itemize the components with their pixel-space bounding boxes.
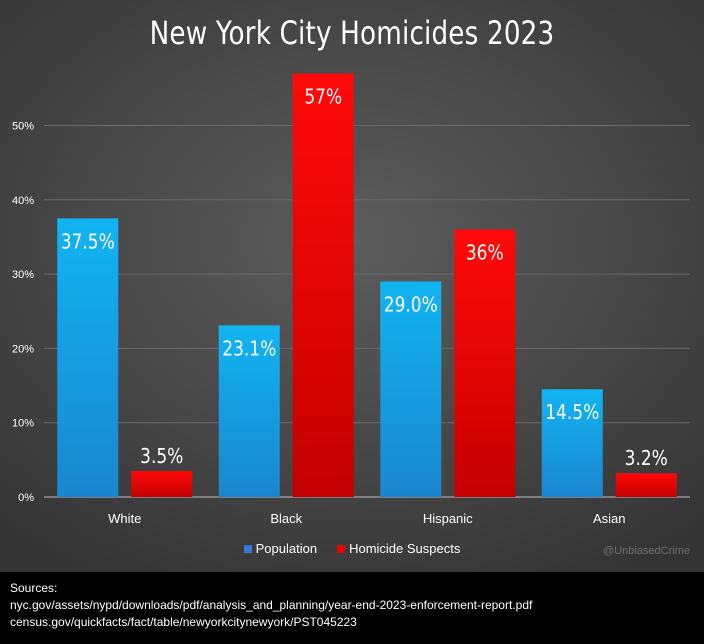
bar-homicide-suspects-white[interactable] xyxy=(131,470,193,497)
legend-item-homicide-suspects[interactable]: Homicide Suspects xyxy=(337,541,460,556)
data-label: 23.1% xyxy=(222,338,276,361)
data-label: 36% xyxy=(466,242,504,265)
y-tick-label: 40% xyxy=(12,195,34,207)
data-label: 37.5% xyxy=(61,231,115,254)
watermark: @UnbiasedCrime xyxy=(603,545,690,557)
data-label: 3.5% xyxy=(140,446,183,469)
legend-label-population: Population xyxy=(255,541,318,556)
bar-chart: 0% 10% 20% 30% 40% 50% 37.5% 3.5% White 23.1% 57% B… xyxy=(12,73,690,526)
chart-title: New York City Homicides 2023 xyxy=(149,14,555,52)
y-tick-label: 50% xyxy=(12,121,34,133)
data-label: 14.5% xyxy=(545,402,599,425)
x-tick-label: White xyxy=(108,511,141,526)
data-label: 57% xyxy=(304,86,342,109)
legend-swatch-population xyxy=(243,544,252,553)
x-tick-label: Hispanic xyxy=(423,511,473,526)
legend-item-population[interactable]: Population xyxy=(243,541,318,556)
y-tick-label: 10% xyxy=(12,418,34,430)
y-tick-label: 20% xyxy=(12,343,34,355)
sources-heading: Sources: xyxy=(10,581,58,595)
data-label: 3.2% xyxy=(625,448,668,471)
y-tick-label: 0% xyxy=(18,492,34,504)
chart-legend: Population Homicide Suspects xyxy=(0,541,704,556)
sources-footer: Sources: nyc.gov/assets/nypd/downloads/p… xyxy=(0,572,704,644)
source-line: nyc.gov/assets/nypd/downloads/pdf/analys… xyxy=(10,598,533,612)
x-tick-label: Asian xyxy=(593,511,626,526)
bar-population-asian[interactable] xyxy=(541,389,603,497)
bar-homicide-suspects-asian[interactable] xyxy=(615,473,677,497)
x-tick-label: Black xyxy=(270,511,302,526)
legend-swatch-homicide-suspects xyxy=(337,544,346,553)
chart-frame: New York City Homicides 2023 0% 10% 20% 30%… xyxy=(0,0,704,572)
data-label: 29.0% xyxy=(384,294,438,317)
bar-population-white[interactable] xyxy=(57,218,119,497)
bar-population-hispanic[interactable] xyxy=(380,281,442,497)
y-tick-label: 30% xyxy=(12,269,34,281)
bar-population-black[interactable] xyxy=(218,325,280,497)
bar-homicide-suspects-hispanic[interactable] xyxy=(454,229,516,497)
source-line: census.gov/quickfacts/fact/table/newyork… xyxy=(10,615,357,629)
legend-label-homicide-suspects: Homicide Suspects xyxy=(349,541,461,556)
bar-homicide-suspects-black[interactable] xyxy=(292,73,354,498)
